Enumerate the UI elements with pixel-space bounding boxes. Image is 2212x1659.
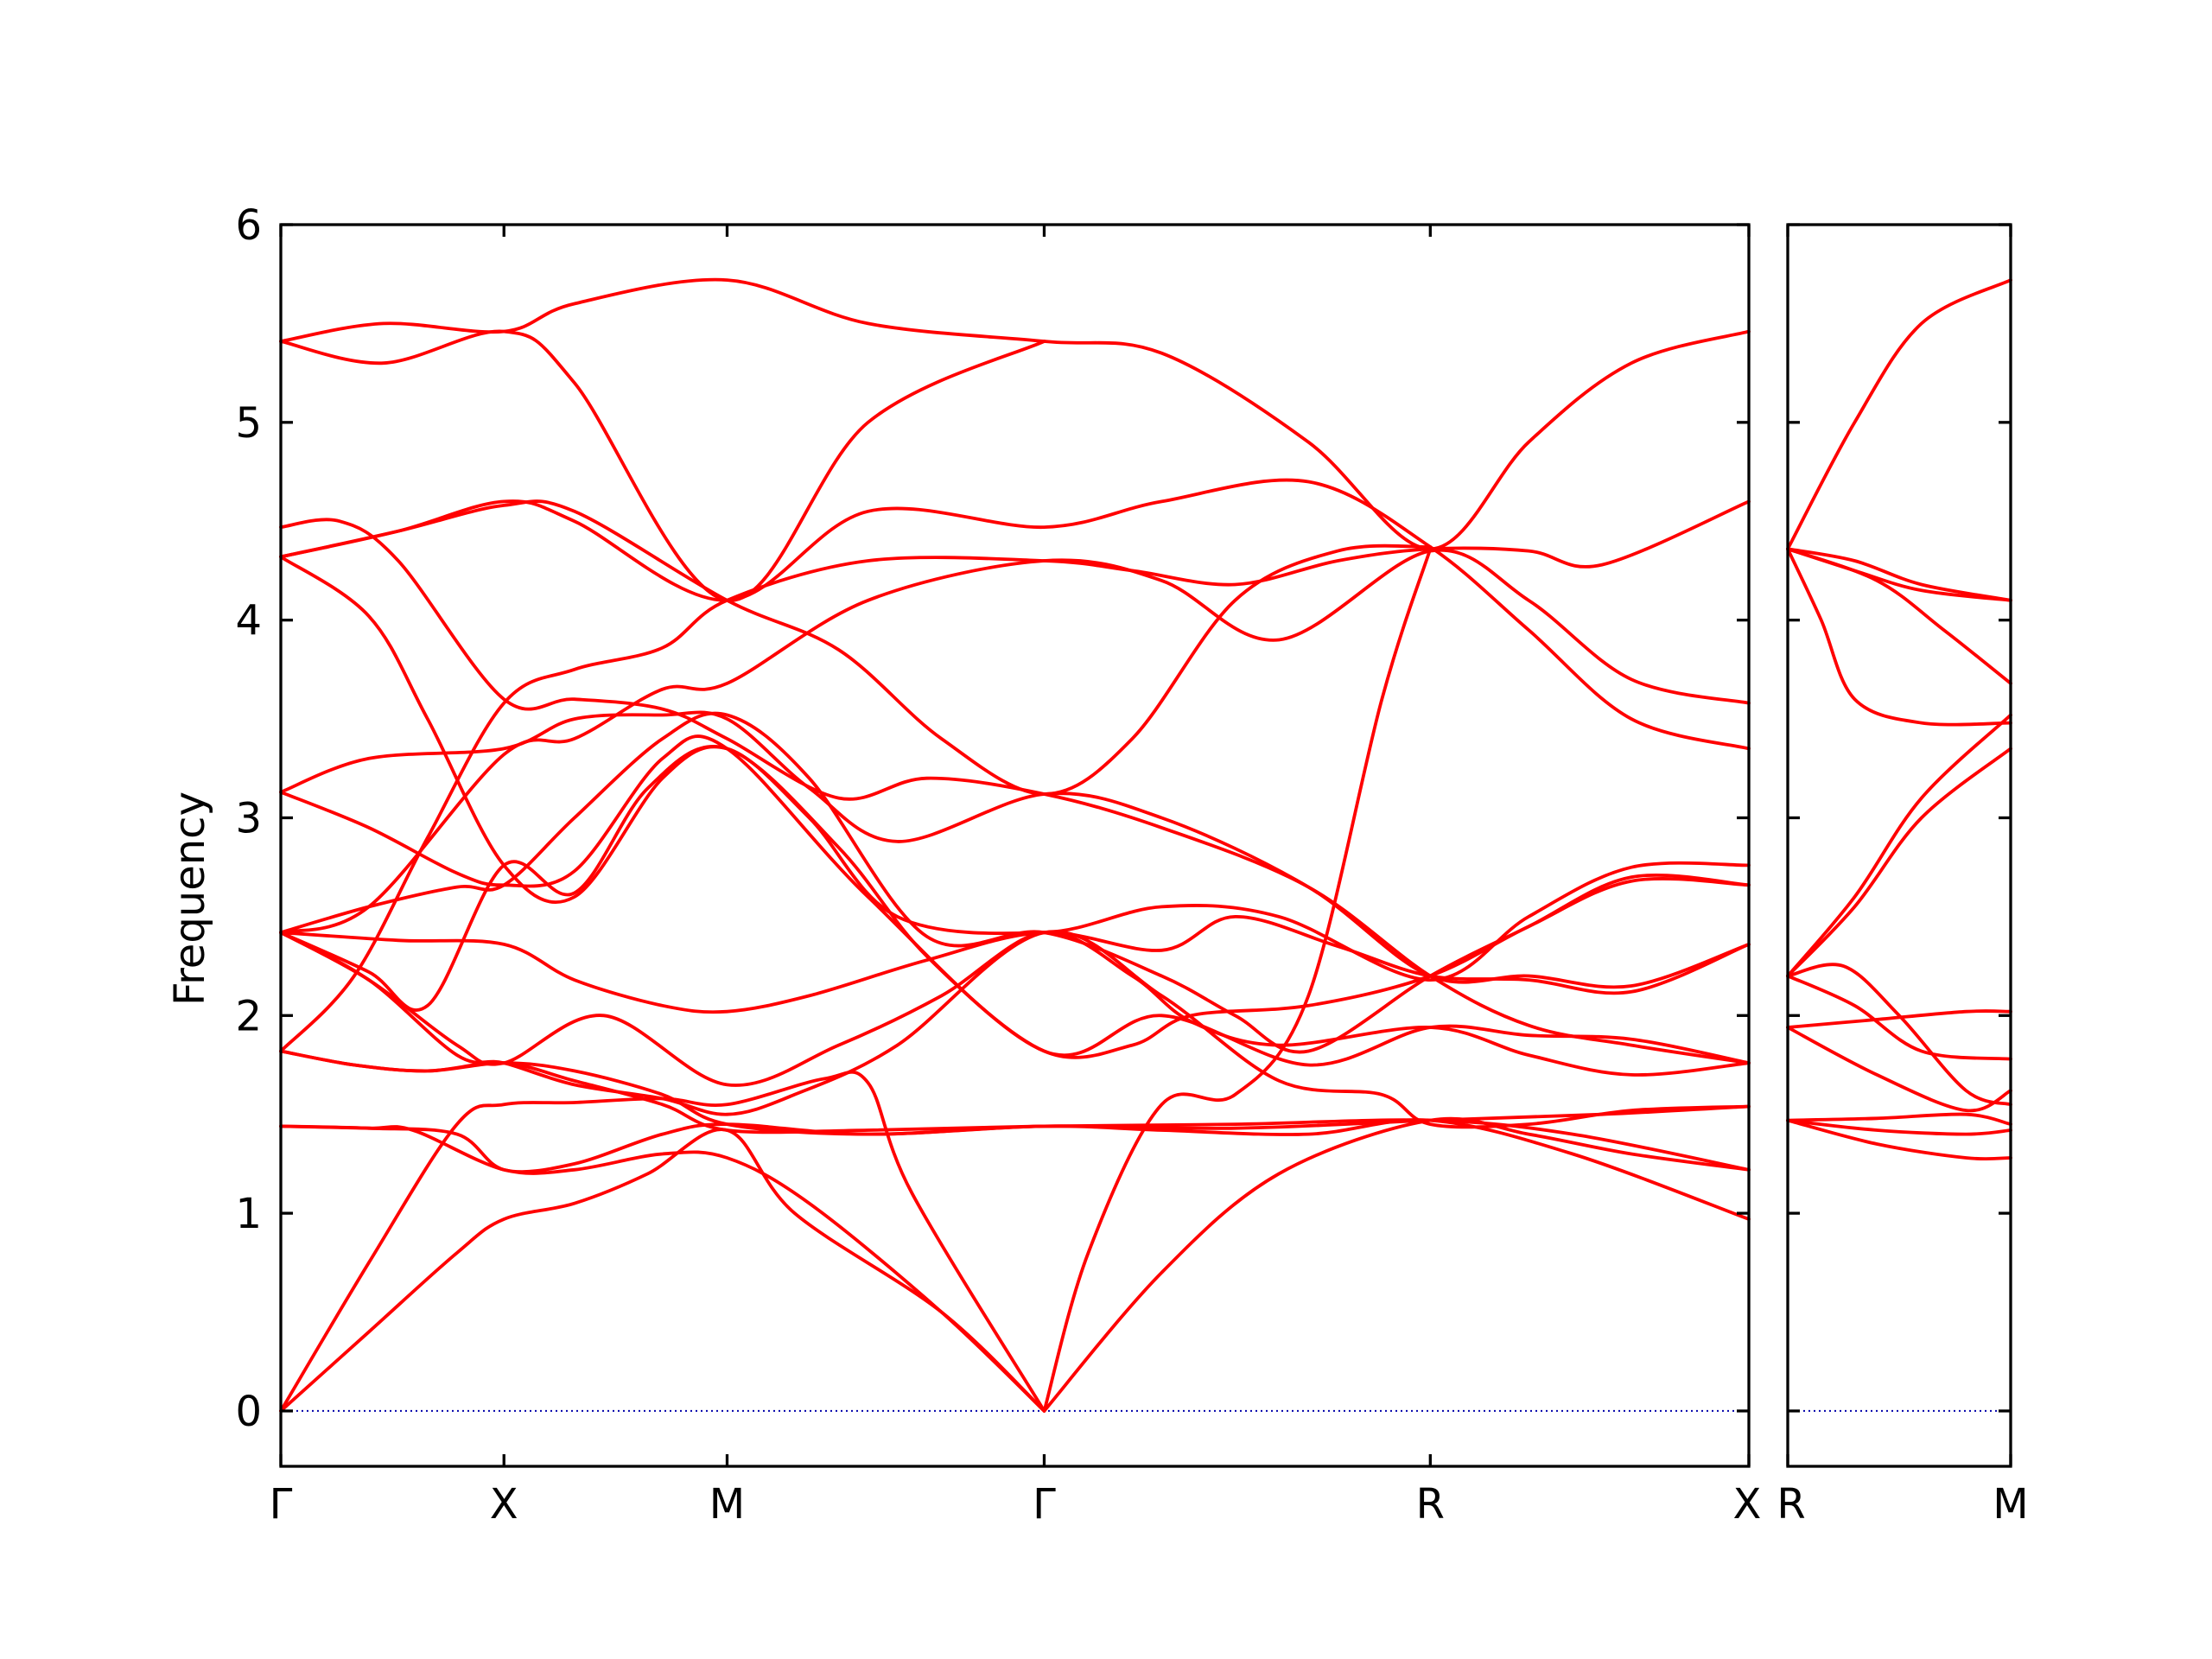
x-tick-label: R [1777, 1480, 1805, 1529]
phonon-band-line [1786, 713, 2012, 978]
phonon-band-line [1786, 547, 2012, 727]
phonon-band-line [1786, 1026, 2012, 1113]
phonon-band-line [1786, 547, 2012, 602]
phonon-band-line [1786, 1009, 2012, 1029]
phonon-band-line [279, 1124, 1046, 1413]
y-tick-label: 2 [235, 992, 262, 1040]
phonon-band-line [1786, 1118, 2012, 1161]
x-tick-label: X [490, 1480, 518, 1529]
x-tick-label: M [1993, 1480, 2028, 1529]
phonon-band-line [279, 478, 1751, 751]
y-tick-label: 6 [235, 201, 262, 250]
phonon-band-line [279, 711, 1751, 1054]
phonon-band-line [279, 931, 1751, 1087]
phonon-band-line [279, 930, 1751, 1129]
phonon-band-line [1786, 1112, 2012, 1126]
x-tick-label: X [1733, 1480, 1762, 1529]
phonon-band-line [279, 1049, 1751, 1221]
phonon-band-line [279, 499, 1751, 1053]
x-tick-label: R [1416, 1480, 1445, 1529]
phonon-band-line [1786, 974, 2012, 1061]
phonon-band-line [279, 277, 1751, 551]
phonon-band-line [1786, 547, 2012, 685]
panel-frame [1786, 223, 2012, 1468]
phonon-band-line [279, 548, 1751, 935]
phonon-band-line [279, 1128, 1046, 1413]
y-tick-label: 3 [235, 794, 262, 842]
phonon-band-line [279, 499, 1433, 796]
phonon-band-line [1786, 963, 2012, 1107]
panel-frame [279, 223, 1751, 1468]
phonon-band-line [279, 914, 1751, 1014]
phonon-band-line [279, 710, 1751, 989]
y-axis-label: Frequency [166, 791, 214, 1006]
phonon-band-line [279, 518, 1751, 1065]
y-tick-label: 4 [235, 597, 262, 645]
phonon-band-line [279, 745, 1751, 1059]
x-tick-label: Γ [270, 1480, 293, 1529]
phonon-band-line [279, 555, 1751, 982]
phonon-band-line [279, 734, 1751, 1067]
phonon-band-line [1786, 747, 2012, 978]
y-tick-label: 1 [235, 1190, 262, 1238]
x-tick-label: Γ [1033, 1480, 1056, 1529]
x-tick-label: M [709, 1480, 745, 1529]
phonon-band-line [279, 329, 1046, 602]
phonon-band-line [279, 1049, 1751, 1172]
phonon-band-line [279, 1070, 1046, 1413]
phonon-band-line [1042, 547, 1433, 1413]
y-tick-label: 0 [235, 1388, 262, 1436]
phonon-band-line [1786, 278, 2012, 551]
phonon-band-line [1042, 1116, 1751, 1413]
phonon-band-line [1786, 1118, 2012, 1136]
y-tick-label: 5 [235, 399, 262, 448]
